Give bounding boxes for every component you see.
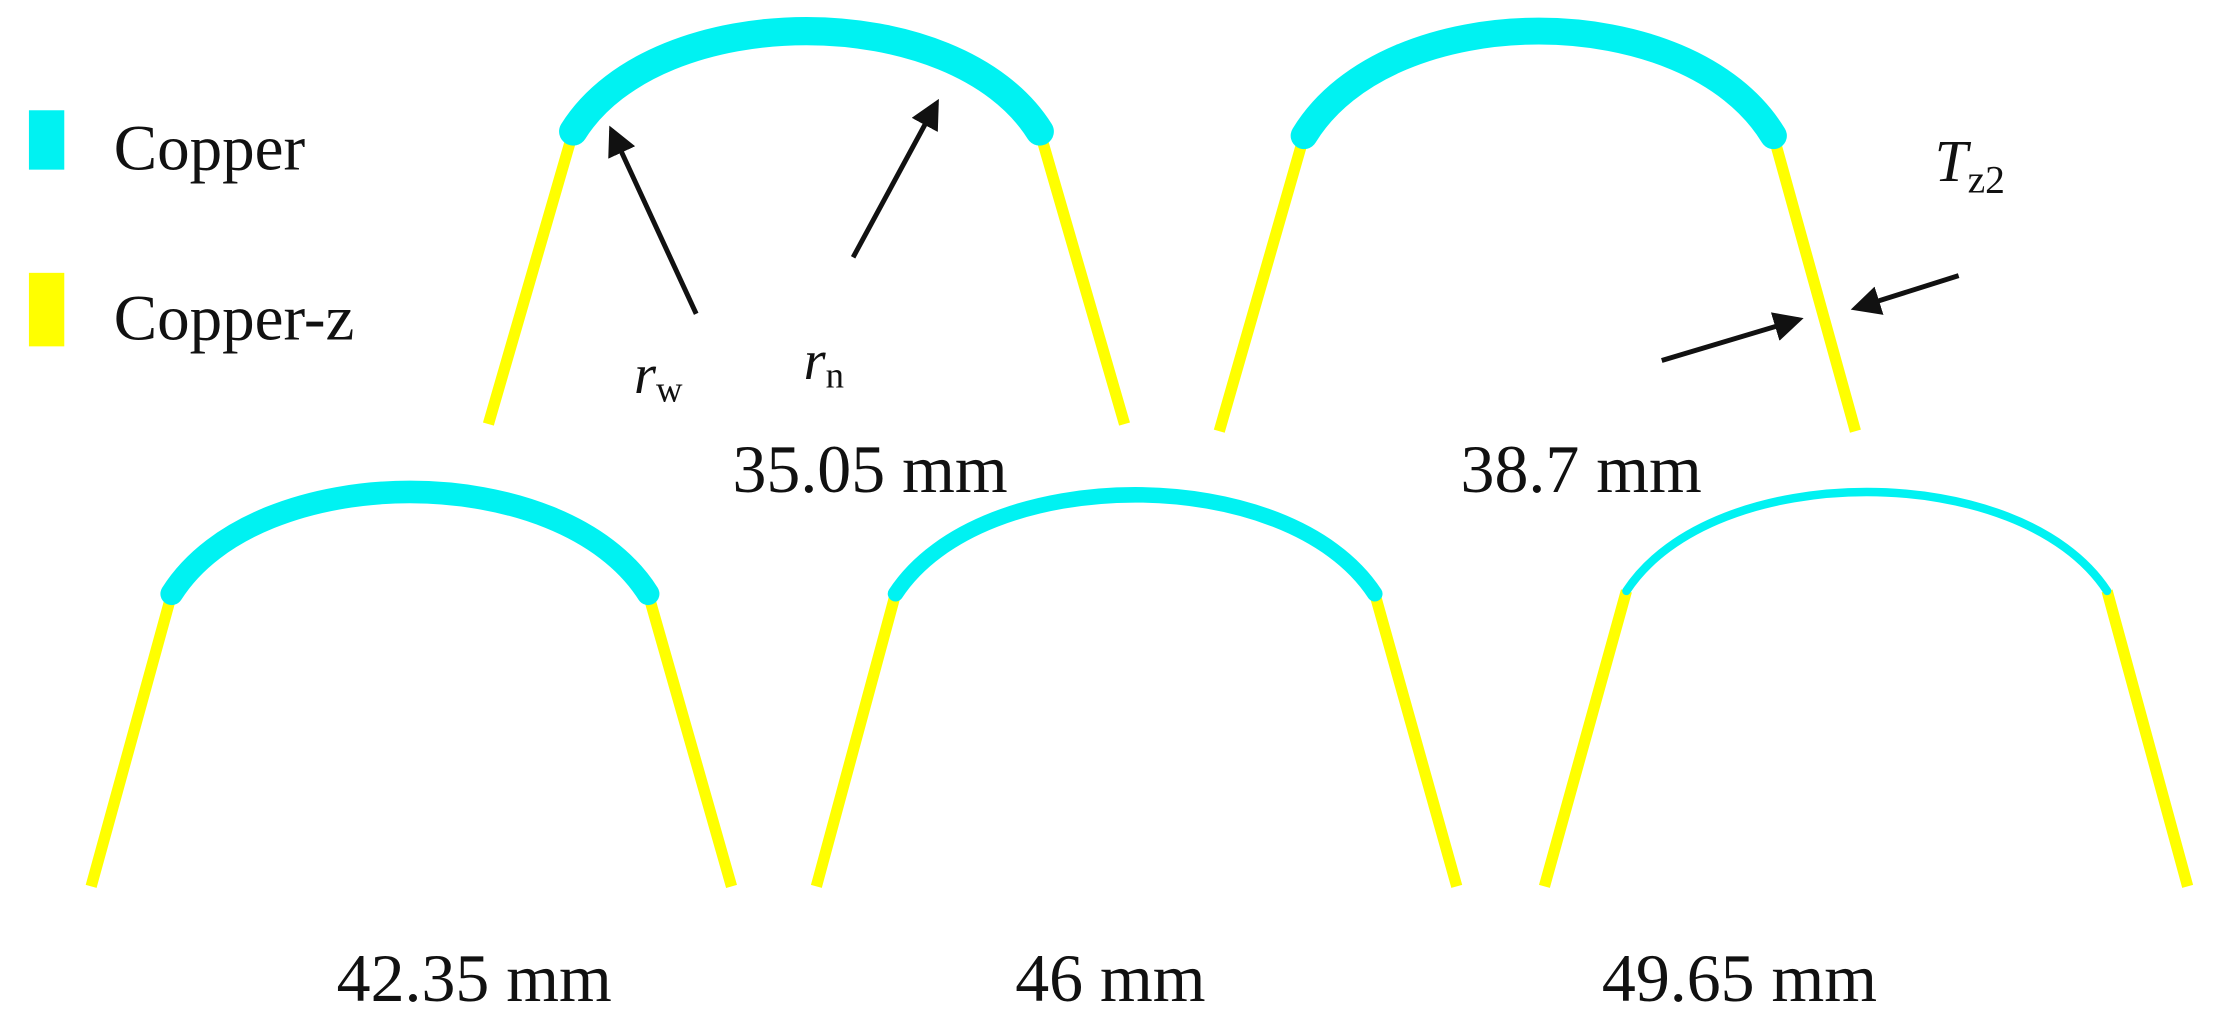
legend: Copper Copper-z <box>28 110 355 354</box>
copper-arc <box>1290 17 1787 150</box>
rw-label: rw <box>634 344 683 409</box>
copper-z-left-leg <box>810 592 901 888</box>
copper-z-right-leg <box>2101 589 2194 888</box>
panel-label-1: 35.05 mm <box>733 432 1008 507</box>
copper-arc <box>559 17 1054 146</box>
panel-label-4: 46 mm <box>1015 941 1205 1016</box>
tz2-arrow-right <box>1850 273 1960 315</box>
arch-3 <box>85 480 737 888</box>
rn-arrow <box>850 98 939 259</box>
copper-arc <box>887 487 1383 602</box>
arch-5 <box>1538 487 2194 888</box>
arches <box>85 17 2194 888</box>
legend-swatch-copper-z <box>28 272 65 347</box>
legend-label-copper-z: Copper-z <box>114 282 355 354</box>
rn-label: rn <box>804 330 844 395</box>
copper-z-left-leg <box>1538 589 1632 888</box>
copper-z-right-leg <box>1767 134 1861 433</box>
tz2-arrow-left <box>1661 312 1804 363</box>
tz2-label: Tz2 <box>1935 128 2005 201</box>
copper-z-right-leg <box>642 592 737 888</box>
copper-z-right-leg <box>1034 129 1130 426</box>
legend-swatch-copper <box>28 110 65 170</box>
copper-z-left-leg <box>1213 134 1310 433</box>
panel-label-5: 49.65 mm <box>1602 941 1877 1016</box>
arch-2 <box>1213 17 1861 433</box>
arch-4 <box>810 487 1463 888</box>
copper-z-left-leg <box>85 592 178 888</box>
legend-label-copper: Copper <box>114 113 306 185</box>
copper-z-left-leg <box>482 129 579 426</box>
panel-label-2: 38.7 mm <box>1461 432 1702 507</box>
panel-label-3: 42.35 mm <box>337 941 612 1016</box>
copper-arc <box>1622 487 2112 596</box>
arch-1 <box>482 17 1130 426</box>
annotations: rw rn Tz2 <box>608 98 2005 409</box>
copper-z-right-leg <box>1369 592 1463 888</box>
rw-arrow <box>608 125 699 315</box>
copper-arc <box>160 480 660 606</box>
